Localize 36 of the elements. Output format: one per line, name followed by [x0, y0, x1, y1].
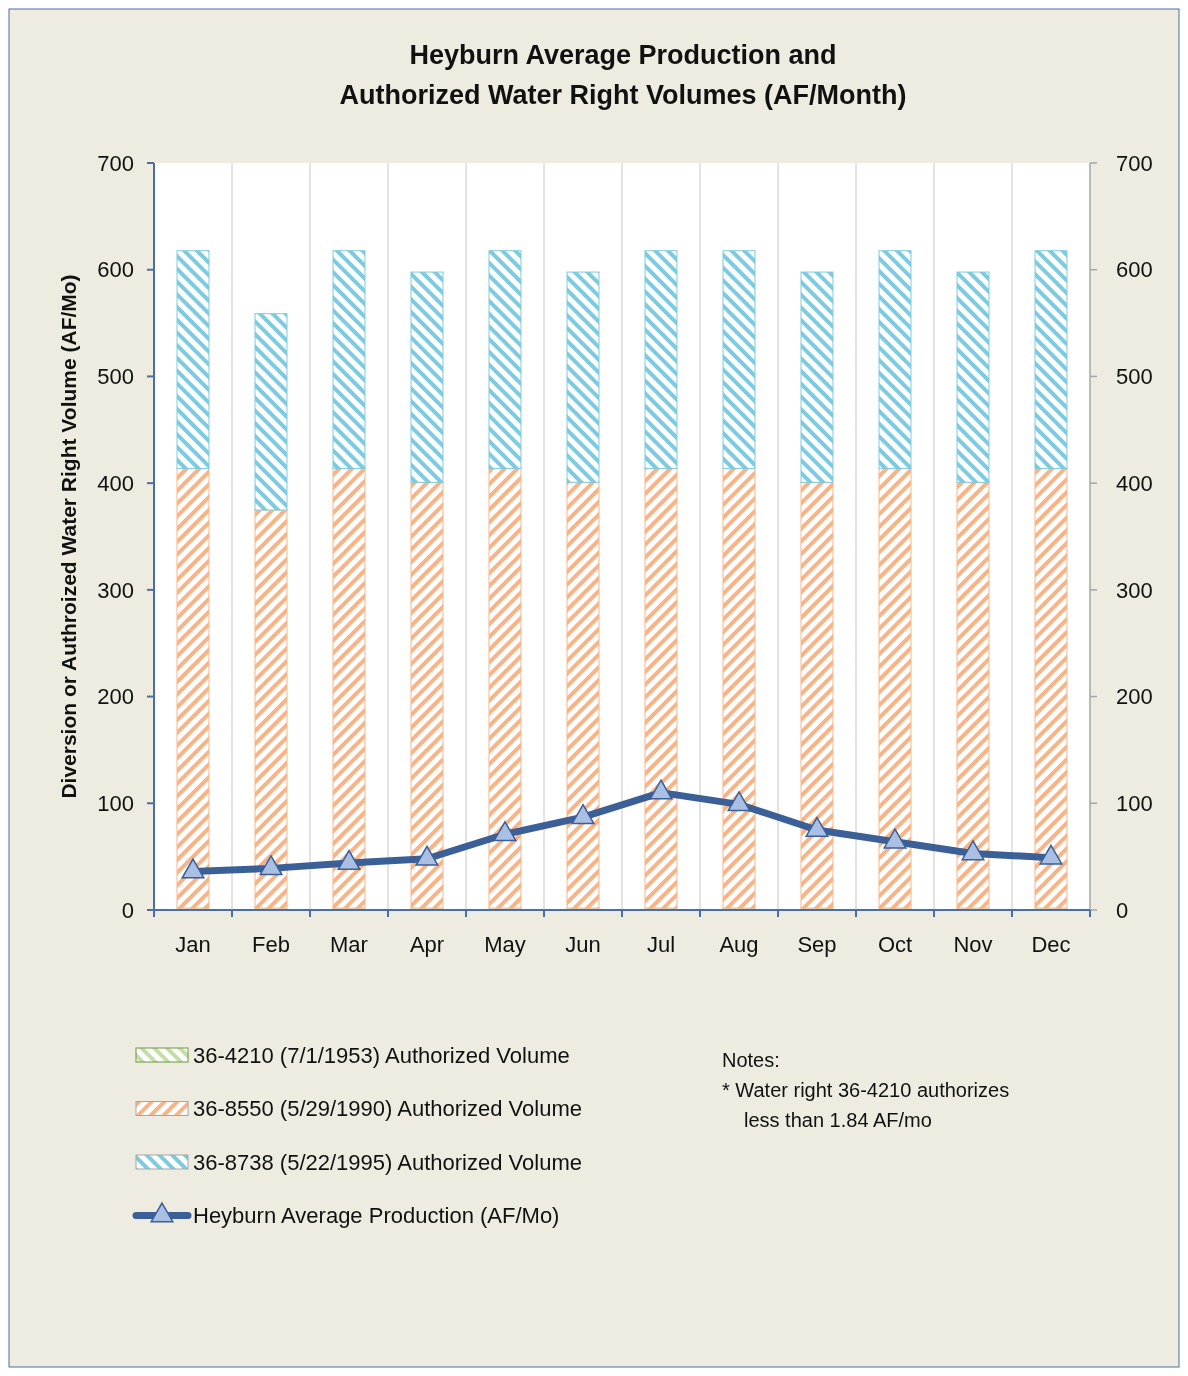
- y-axis-title: Diversion or Authroized Water Right Volume (AF/Mo): [57, 274, 80, 799]
- x-tick-label: Jul: [646, 932, 676, 957]
- y-tick-label: 100: [97, 790, 134, 816]
- x-tick-label: Dec: [1031, 932, 1071, 957]
- y-tick-label: 600: [97, 257, 134, 283]
- y-tick-label: 200: [97, 684, 134, 710]
- legend-label: 36-4210 (7/1/1953) Authorized Volume: [193, 1042, 570, 1068]
- x-tick-label: Nov: [953, 932, 993, 957]
- x-tick-label: Feb: [252, 932, 290, 957]
- y2-tick-label: 100: [1116, 790, 1153, 816]
- x-tick-label: Apr: [409, 932, 445, 957]
- y2-tick-label: 600: [1116, 257, 1153, 283]
- legend-label: Heyburn Average Production (AF/Mo): [193, 1203, 560, 1229]
- x-tick-label: Aug: [719, 932, 759, 957]
- text: * Water right 36-4210 authorizes less than 1.84 AF/mo: [722, 1079, 1010, 1131]
- x-tick-label: Oct: [877, 932, 913, 957]
- y-tick-label: 500: [97, 364, 134, 390]
- y2-tick-label: 700: [1116, 150, 1153, 176]
- y-tick-label: 400: [97, 470, 134, 496]
- y-tick-label: 700: [97, 150, 134, 176]
- x-tick-label: Mar: [330, 932, 368, 957]
- x-tick-label: May: [484, 932, 526, 957]
- x-tick-label: Sep: [797, 932, 837, 957]
- legend-label: 36-8550 (5/29/1990) Authorized Volume: [193, 1096, 582, 1122]
- legend-label: 36-8738 (5/22/1995) Authorized Volume: [193, 1149, 582, 1175]
- chart-title: Heyburn Average Production and Authorized Water Right Volumes (AF/Month): [339, 40, 907, 110]
- x-tick-label: Jun: [565, 932, 601, 957]
- text: Notes:: [722, 1049, 780, 1071]
- y2-tick-label: 500: [1116, 364, 1153, 390]
- y2-tick-label: 400: [1116, 470, 1153, 496]
- y2-tick-label: 200: [1116, 684, 1153, 710]
- y-tick-label: 300: [97, 577, 134, 603]
- y2-tick-label: 300: [1116, 577, 1153, 603]
- x-tick-label: Jan: [175, 932, 211, 957]
- y-tick-label: 0: [121, 897, 134, 923]
- y2-tick-label: 0: [1116, 897, 1129, 923]
